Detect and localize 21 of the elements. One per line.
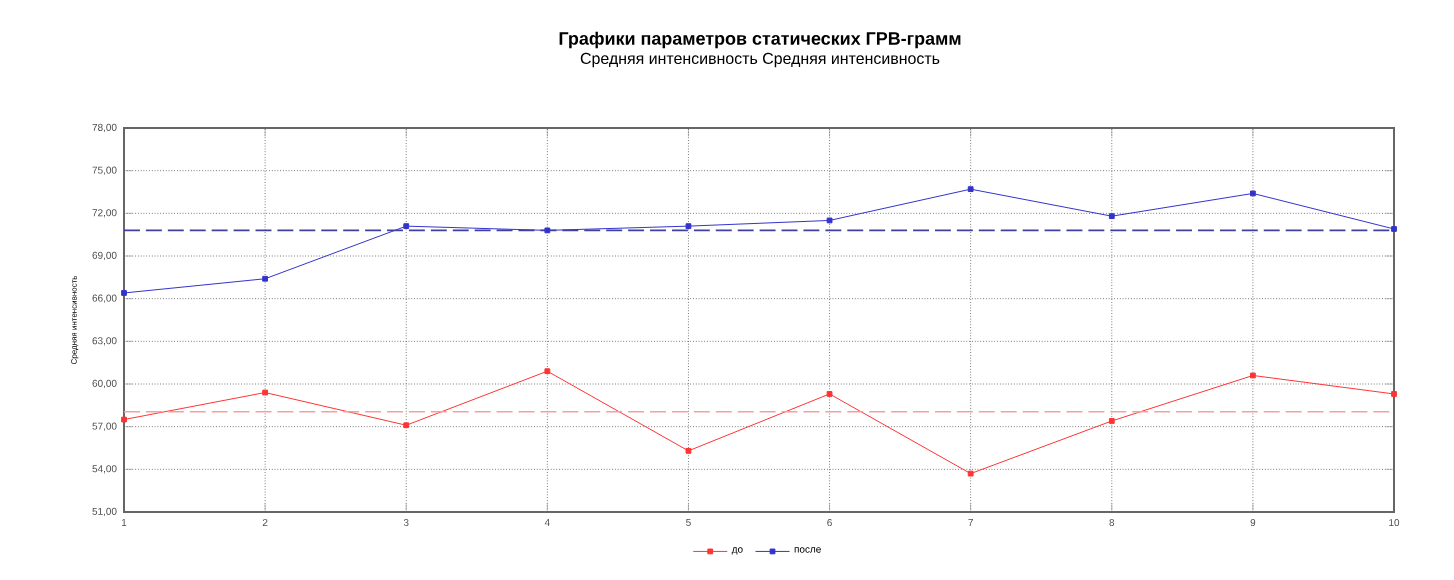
point <box>826 217 833 224</box>
point <box>826 391 833 397</box>
point <box>403 223 410 230</box>
point <box>967 186 974 193</box>
point <box>403 422 410 429</box>
point <box>1108 213 1115 220</box>
point <box>1391 226 1397 232</box>
point <box>544 227 551 234</box>
point <box>262 275 268 282</box>
point <box>121 290 127 296</box>
point <box>1250 190 1256 197</box>
point <box>685 447 692 454</box>
point <box>121 416 127 423</box>
point <box>1108 418 1115 424</box>
point <box>685 223 692 230</box>
point <box>262 389 268 396</box>
point <box>1250 372 1256 379</box>
chart-title: Графики параметров статических ГРВ-грамм <box>559 31 961 49</box>
point <box>544 368 551 375</box>
point <box>1391 391 1397 397</box>
point <box>967 470 974 477</box>
